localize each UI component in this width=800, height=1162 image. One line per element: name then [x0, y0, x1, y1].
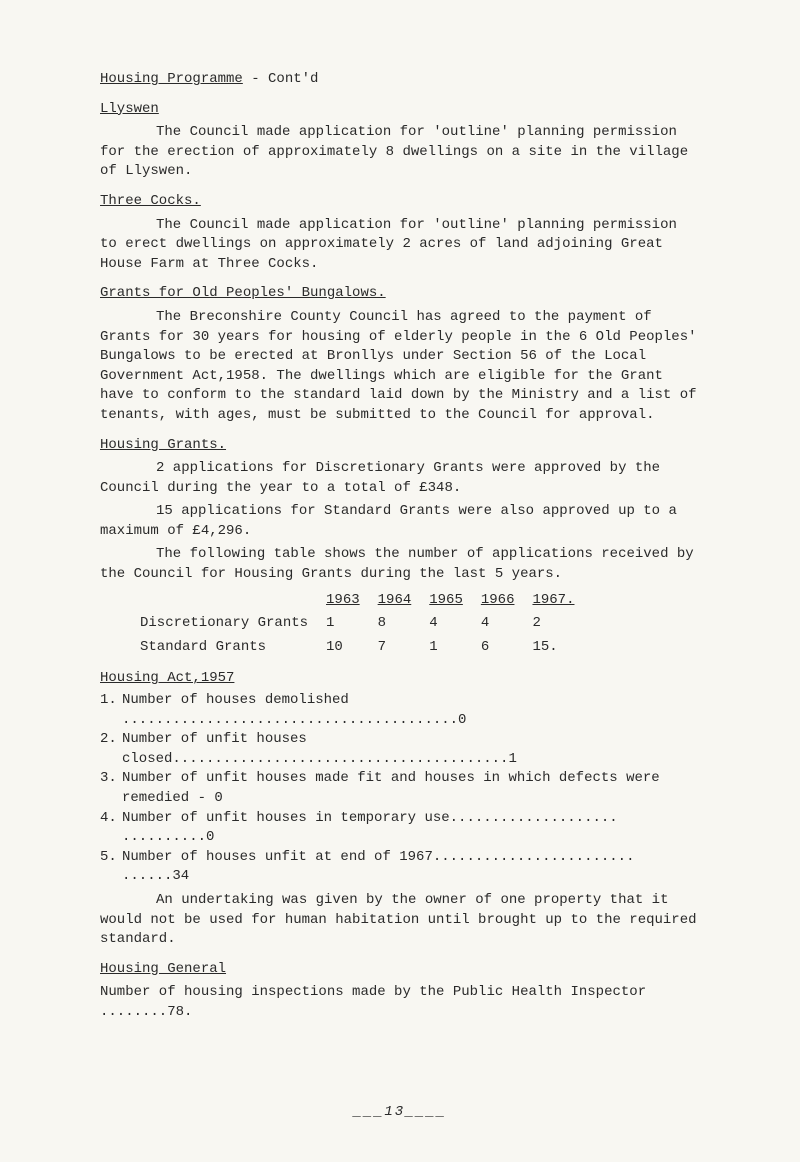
list-number: 2. [100, 730, 122, 769]
heading-llyswen: Llyswen [100, 100, 700, 120]
applications-table: 1963 1964 1965 1966 1967. Discretionary … [140, 589, 592, 660]
cell: 4 [481, 612, 533, 636]
para-housing-act: An undertaking was given by the owner of… [100, 891, 700, 950]
list-number: 3. [100, 769, 122, 808]
cell: 6 [481, 636, 533, 660]
table-row: Standard Grants 10 7 1 6 15. [140, 636, 592, 660]
list-number: 5. [100, 848, 122, 887]
cell: 15. [532, 636, 592, 660]
heading-housing-act: Housing Act,1957 [100, 669, 700, 689]
table-header-row: 1963 1964 1965 1966 1967. [140, 589, 592, 613]
para-hg-3: The following table shows the number of … [100, 545, 700, 584]
page-number: ___13____ [100, 1103, 700, 1123]
title-suffix: - Cont'd [243, 71, 319, 87]
para-housing-general: Number of housing inspections made by th… [100, 983, 700, 1022]
para-hg-2: 15 applications for Standard Grants were… [100, 502, 700, 541]
year-col: 1964 [378, 589, 430, 613]
cell: 2 [532, 612, 592, 636]
list-item: 1. Number of houses demolished .........… [100, 691, 700, 730]
list-text: Number of houses unfit at end of 1967...… [122, 848, 700, 887]
cell: 8 [378, 612, 430, 636]
list-item: 3. Number of unfit houses made fit and h… [100, 769, 700, 808]
row-label: Discretionary Grants [140, 612, 326, 636]
cell: 7 [378, 636, 430, 660]
heading-housing-grants: Housing Grants. [100, 436, 700, 456]
para-llyswen: The Council made application for 'outlin… [100, 123, 700, 182]
cell: 4 [429, 612, 481, 636]
list-text: Number of houses demolished ............… [122, 691, 700, 730]
list-number: 1. [100, 691, 122, 730]
cell: 1 [429, 636, 481, 660]
para-three-cocks: The Council made application for 'outlin… [100, 216, 700, 275]
list-item: 4. Number of unfit houses in temporary u… [100, 809, 700, 848]
list-text: Number of unfit houses closed...........… [122, 730, 700, 769]
heading-three-cocks: Three Cocks. [100, 192, 700, 212]
para-hg-1: 2 applications for Discretionary Grants … [100, 459, 700, 498]
heading-housing-general: Housing General [100, 960, 700, 980]
list-text: Number of unfit houses made fit and hous… [122, 769, 700, 808]
cell: 10 [326, 636, 378, 660]
row-label: Standard Grants [140, 636, 326, 660]
year-col: 1966 [481, 589, 533, 613]
para-grants-old: The Breconshire County Council has agree… [100, 308, 700, 426]
heading-grants-old: Grants for Old Peoples' Bungalows. [100, 284, 700, 304]
year-col: 1965 [429, 589, 481, 613]
table-row: Discretionary Grants 1 8 4 4 2 [140, 612, 592, 636]
year-col: 1963 [326, 589, 378, 613]
year-col: 1967. [532, 589, 592, 613]
list-number: 4. [100, 809, 122, 848]
list-item: 2. Number of unfit houses closed........… [100, 730, 700, 769]
list-item: 5. Number of houses unfit at end of 1967… [100, 848, 700, 887]
list-text: Number of unfit houses in temporary use.… [122, 809, 700, 848]
cell: 1 [326, 612, 378, 636]
page-title: Housing Programme [100, 71, 243, 87]
